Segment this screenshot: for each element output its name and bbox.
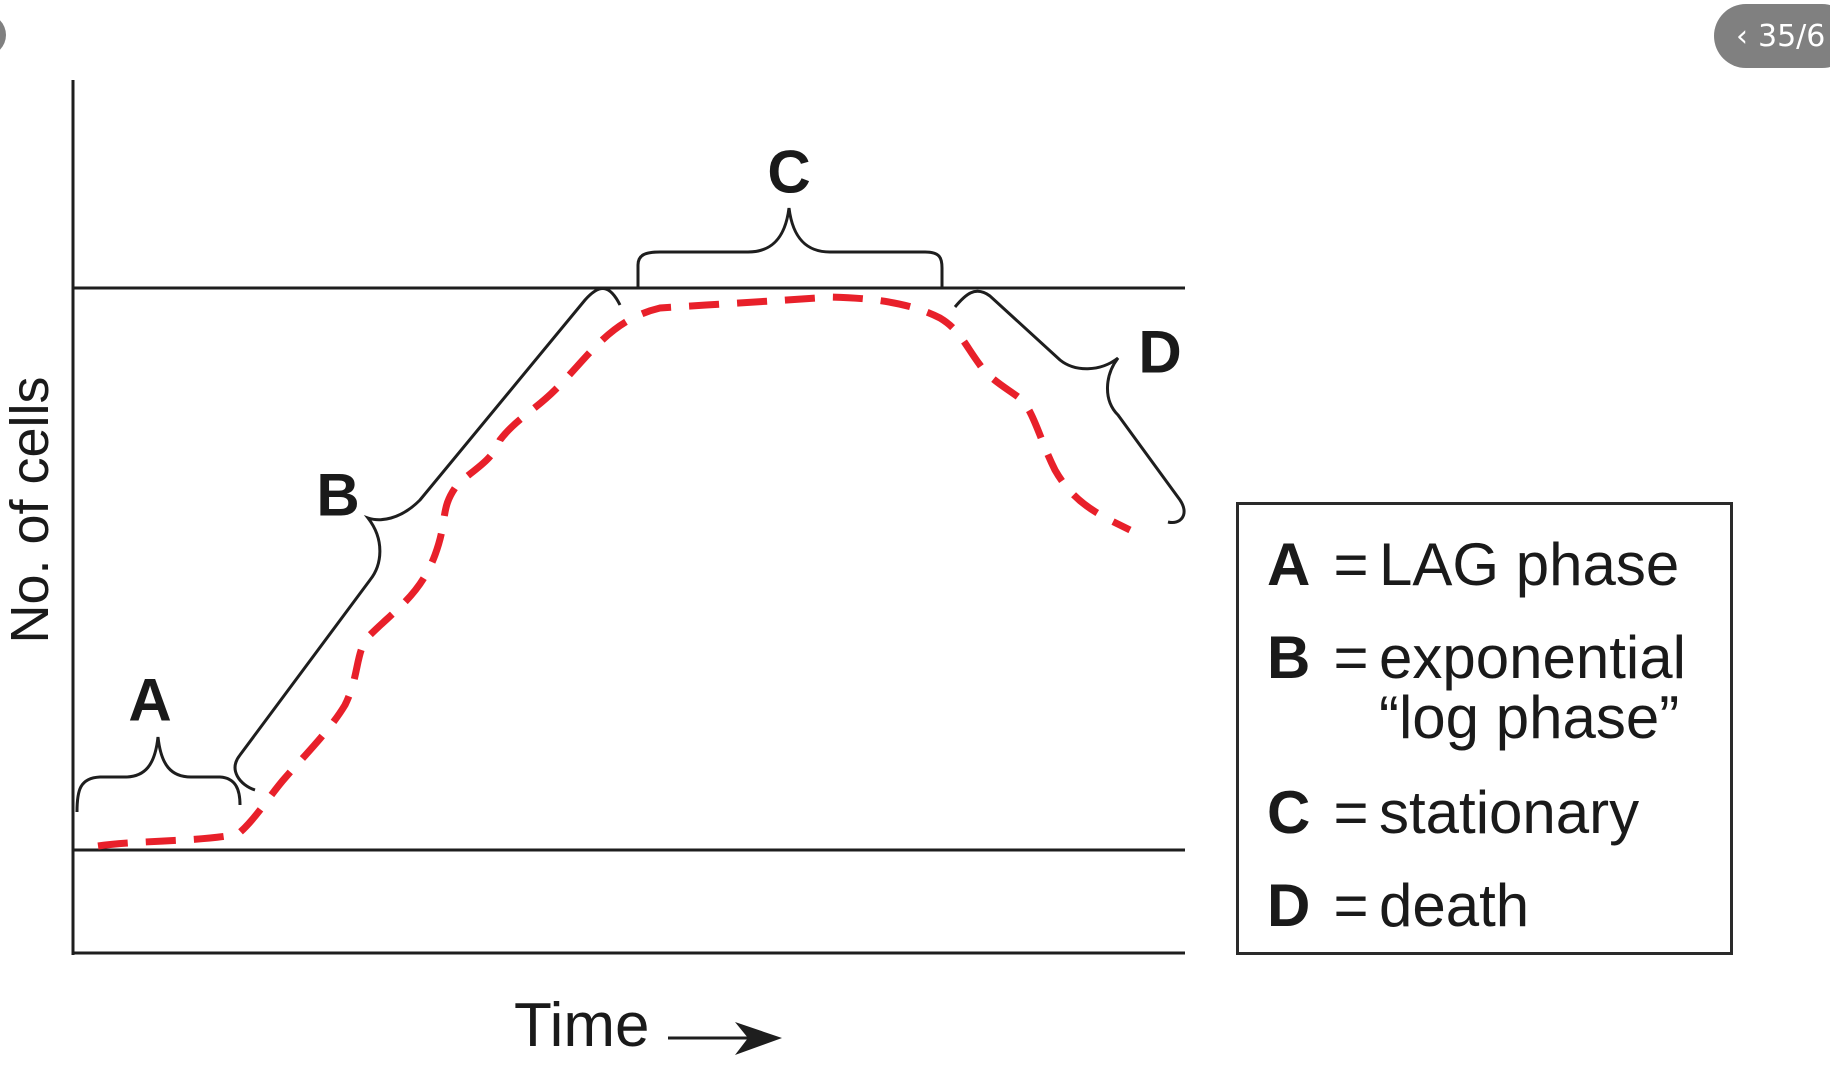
legend-desc: LAG phase (1379, 531, 1680, 598)
page-counter: 35/6 (1758, 18, 1826, 54)
legend-row-b-continued: “log phase” (1267, 688, 1679, 748)
legend-row-c: C = stationary (1267, 783, 1639, 843)
previous-page-button[interactable] (0, 14, 6, 56)
time-arrow-head-icon (735, 1022, 782, 1055)
x-axis-label: Time (514, 991, 650, 1060)
phase-label-a: A (128, 666, 172, 734)
y-axis-label: No. of cells (0, 376, 60, 644)
legend-equals: = (1333, 624, 1369, 691)
legend-row-d: D = death (1267, 876, 1529, 936)
phase-label-c: C (767, 138, 811, 206)
legend-desc: “log phase” (1379, 684, 1680, 751)
legend-key: B (1267, 624, 1311, 691)
growth-curve (97, 293, 1132, 850)
legend-box: A = LAG phase B = exponential “log phase” C =… (1236, 502, 1733, 955)
legend-row-a: A = LAG phase (1267, 535, 1679, 595)
chevron-left-icon[interactable]: ‹ (1736, 18, 1748, 54)
legend-desc: exponential (1379, 624, 1686, 691)
bracket-d (953, 289, 1186, 525)
legend-desc: death (1379, 872, 1530, 939)
phase-label-b: B (316, 461, 360, 529)
legend-equals: = (1333, 779, 1369, 846)
legend-equals: = (1333, 531, 1369, 598)
phase-label-d: D (1138, 318, 1182, 386)
legend-key: A (1267, 531, 1311, 598)
legend-equals: = (1333, 872, 1369, 939)
page-indicator[interactable]: ‹ 35/6 (1714, 4, 1830, 68)
bracket-c (636, 207, 944, 288)
legend-desc: stationary (1379, 779, 1640, 846)
bracket-b (233, 287, 622, 792)
legend-row-b: B = exponential (1267, 628, 1686, 688)
bracket-a (75, 736, 242, 813)
legend-key: C (1267, 779, 1311, 846)
legend-key: D (1267, 872, 1311, 939)
